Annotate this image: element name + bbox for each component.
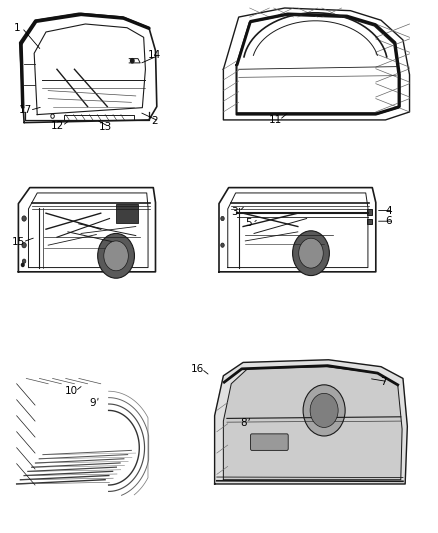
Text: 8: 8 bbox=[240, 418, 247, 428]
Text: 7: 7 bbox=[380, 377, 387, 386]
Circle shape bbox=[221, 216, 224, 221]
Circle shape bbox=[293, 231, 329, 276]
Circle shape bbox=[21, 263, 24, 266]
Bar bbox=[367, 219, 372, 224]
Text: 3: 3 bbox=[231, 207, 238, 216]
Polygon shape bbox=[223, 367, 402, 480]
Text: 17: 17 bbox=[19, 106, 32, 115]
Text: 2: 2 bbox=[151, 116, 158, 126]
Bar bbox=[116, 204, 138, 223]
Circle shape bbox=[22, 216, 26, 221]
Circle shape bbox=[104, 241, 128, 271]
Circle shape bbox=[131, 59, 134, 63]
Text: 16: 16 bbox=[191, 364, 204, 374]
Text: 4: 4 bbox=[385, 206, 392, 215]
FancyBboxPatch shape bbox=[251, 434, 288, 450]
Circle shape bbox=[299, 238, 323, 268]
Circle shape bbox=[98, 233, 134, 278]
Text: 9: 9 bbox=[89, 398, 96, 408]
Text: 10: 10 bbox=[64, 386, 78, 396]
Text: 1: 1 bbox=[14, 23, 21, 33]
Circle shape bbox=[310, 393, 338, 427]
Circle shape bbox=[221, 243, 224, 247]
Text: 15: 15 bbox=[12, 237, 25, 247]
Text: 12: 12 bbox=[51, 121, 64, 131]
Text: 5: 5 bbox=[245, 219, 252, 228]
Circle shape bbox=[22, 243, 26, 248]
Circle shape bbox=[303, 385, 345, 436]
Polygon shape bbox=[215, 360, 407, 484]
Text: 13: 13 bbox=[99, 122, 112, 132]
Text: 6: 6 bbox=[385, 216, 392, 226]
Bar bbox=[367, 209, 372, 215]
Text: 14: 14 bbox=[148, 51, 161, 60]
Text: 11: 11 bbox=[268, 115, 282, 125]
Circle shape bbox=[22, 259, 26, 263]
